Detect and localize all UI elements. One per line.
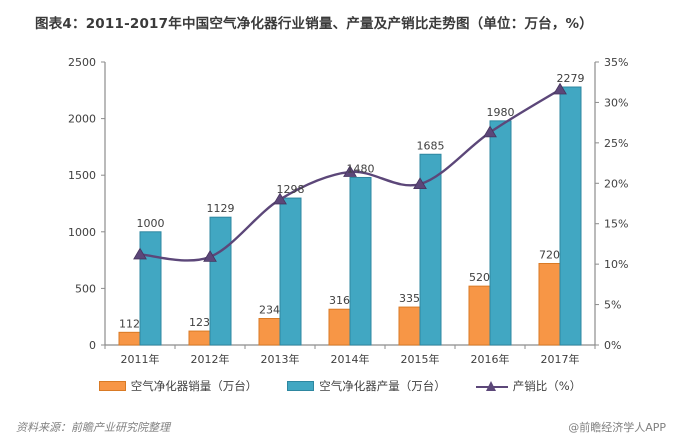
left-axis-tick-label: 0	[89, 339, 96, 352]
production-bar-2017年	[559, 86, 582, 346]
triangle-marker-icon	[486, 380, 497, 391]
legend-label-sales: 空气净化器销量（万台）	[130, 379, 258, 393]
sales-bar-2012年	[188, 330, 211, 346]
ratio-marker-2013年	[273, 192, 287, 205]
legend-item-production: 空气净化器产量（万台）	[287, 378, 446, 394]
right-axis-tick-label: 25%	[604, 137, 628, 150]
ratio-marker-2012年	[203, 250, 217, 262]
ratio-marker-2015年	[413, 177, 427, 189]
production-value-label: 1129	[207, 202, 235, 215]
sales-bar-2017年	[538, 262, 561, 346]
sales-bar-2011年	[118, 331, 141, 346]
production-value-label: 1685	[417, 139, 445, 152]
sales-value-label: 234	[259, 304, 280, 317]
left-axis-tick-label: 2500	[68, 56, 96, 69]
sales-value-label: 112	[119, 317, 140, 330]
x-axis-category-label: 2017年	[541, 352, 580, 366]
right-axis-tick-label: 15%	[604, 218, 628, 231]
ratio-line-swatch-icon	[475, 380, 508, 392]
right-axis-tick-label: 0%	[604, 339, 621, 352]
x-axis-category-label: 2014年	[331, 352, 370, 366]
production-bar-2013年	[279, 197, 302, 346]
production-bar-2016年	[489, 120, 512, 346]
ratio-marker-2011年	[133, 247, 147, 260]
chart-title: 图表4：2011-2017年中国空气净化器行业销量、产量及产销比走势图（单位：万…	[35, 16, 593, 32]
x-axis-category-label: 2011年	[121, 352, 160, 366]
x-axis-category-label: 2016年	[471, 352, 510, 366]
legend-item-sales: 空气净化器销量（万台）	[98, 378, 258, 394]
production-value-label: 1480	[347, 162, 375, 175]
production-value-label: 1298	[277, 183, 305, 196]
ratio-marker-2014年	[343, 165, 357, 177]
x-axis-category-label: 2013年	[261, 352, 300, 366]
left-axis-tick-label: 500	[75, 282, 96, 295]
sales-swatch-icon	[98, 381, 126, 391]
production-value-label: 1980	[487, 106, 515, 119]
left-axis-tick-label: 1500	[68, 169, 96, 182]
sales-value-label: 720	[539, 248, 560, 261]
production-value-label: 1000	[137, 217, 165, 230]
watermark: @前瞻经济学人APP	[568, 421, 666, 434]
source-note: 资料来源：前瞻产业研究院整理	[16, 421, 170, 434]
legend-label-ratio: 产销比（%）	[512, 379, 582, 393]
legend-label-production: 空气净化器产量（万台）	[319, 379, 446, 393]
x-axis-category-label: 2015年	[401, 352, 440, 366]
right-axis-tick-label: 30%	[604, 96, 628, 109]
combo-chart: 0 500 1000 1500 2000 2500 0% 5% 10% 15% 20% 25% 30% 3…	[68, 56, 628, 366]
left-axis-tick-label: 1000	[68, 226, 96, 239]
sales-bar-2013年	[258, 318, 281, 346]
production-bar-2015年	[419, 153, 442, 346]
production-swatch-icon	[287, 381, 315, 391]
production-bar-2011年	[139, 231, 162, 346]
sales-value-label: 123	[189, 316, 210, 329]
ratio-marker-2016年	[483, 125, 497, 138]
sales-value-label: 316	[329, 294, 350, 307]
x-axis-category-label: 2012年	[191, 352, 230, 366]
sales-bar-2014年	[328, 308, 351, 346]
chart-legend: 空气净化器销量（万台） 空气净化器产量（万台） 产销比（%）	[0, 378, 680, 394]
right-axis-tick-label: 10%	[604, 258, 628, 271]
ratio-marker-2017年	[553, 82, 567, 95]
production-bar-2012年	[209, 216, 232, 346]
production-bar-2014年	[349, 176, 372, 346]
right-axis-tick-label: 20%	[604, 177, 628, 190]
legend-item-ratio: 产销比（%）	[475, 378, 582, 394]
footer: 资料来源：前瞻产业研究院整理 @前瞻经济学人APP	[0, 419, 680, 435]
sales-value-label: 335	[399, 292, 420, 305]
sales-value-label: 520	[469, 271, 490, 284]
sales-bar-2016年	[468, 285, 491, 346]
left-axis-tick-label: 2000	[68, 113, 96, 126]
right-axis-tick-label: 5%	[604, 299, 621, 312]
production-value-label: 2279	[557, 72, 585, 85]
sales-bar-2015年	[398, 306, 421, 346]
right-axis-tick-label: 35%	[604, 56, 628, 69]
